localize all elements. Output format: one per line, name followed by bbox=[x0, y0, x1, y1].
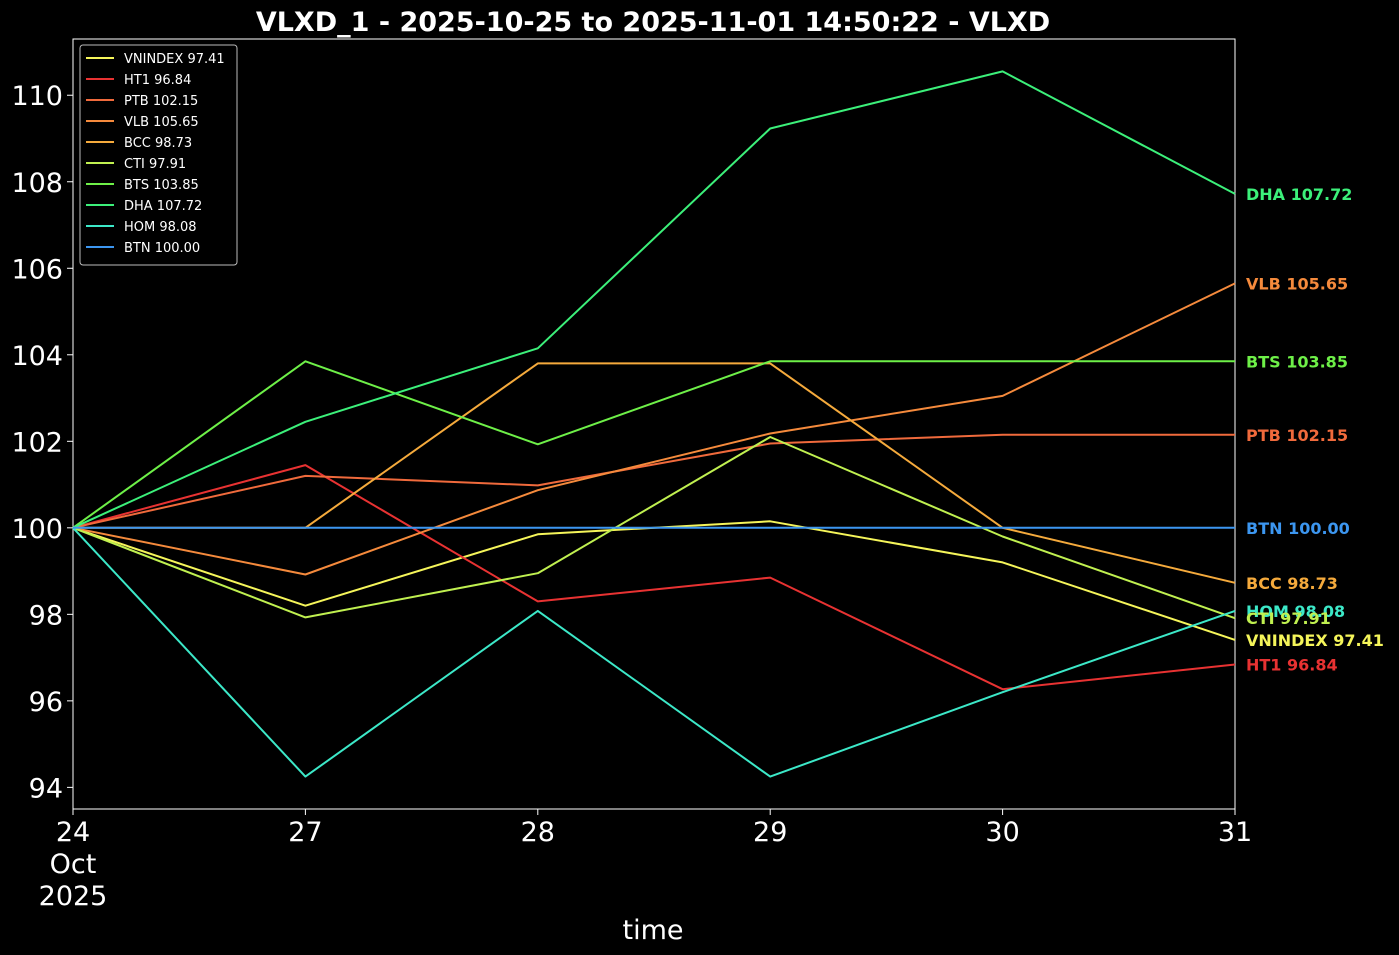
legend: VNINDEX 97.41 HT1 96.84 PTB 102.15 VLB 105.… bbox=[79, 44, 238, 266]
legend-entry: VLB 105.65 bbox=[124, 115, 199, 130]
end-label: HT1 96.84 bbox=[1246, 656, 1338, 675]
x-tick-label: 24 Oct 2025 bbox=[39, 817, 108, 912]
series-line-dha bbox=[72, 70, 1236, 529]
series-line-vlb bbox=[72, 282, 1236, 576]
y-axis: 94 96 98 100 102 104 106 108 110 bbox=[11, 81, 73, 804]
y-tick-label: 106 bbox=[11, 254, 63, 285]
series-line-bcc bbox=[73, 362, 1236, 584]
end-label: VNINDEX 97.41 bbox=[1246, 631, 1384, 650]
x-tick-label: 30 bbox=[985, 817, 1019, 848]
x-tick-label: 31 bbox=[1218, 817, 1252, 848]
end-label: CTI 97.91 bbox=[1246, 609, 1331, 628]
y-tick-label: 104 bbox=[11, 341, 63, 372]
end-label: DHA 107.72 bbox=[1246, 185, 1352, 204]
plot-area bbox=[72, 38, 1236, 810]
legend-box bbox=[79, 44, 238, 266]
series-lines bbox=[72, 70, 1236, 778]
x-tick-label: 29 bbox=[753, 817, 787, 848]
legend-entry: VNINDEX 97.41 bbox=[124, 52, 225, 67]
x-tick-label: 28 bbox=[521, 817, 555, 848]
end-label: HOM 98.08 bbox=[1246, 602, 1345, 621]
y-tick-label: 100 bbox=[11, 514, 63, 545]
end-label: BCC 98.73 bbox=[1246, 574, 1338, 593]
series-line-cti bbox=[72, 436, 1236, 620]
y-tick-label: 108 bbox=[11, 168, 63, 199]
x-axis: 24 Oct 2025 27 28 29 30 31 bbox=[39, 809, 1252, 912]
series-line-ht1 bbox=[72, 464, 1236, 691]
x-axis-label: time bbox=[622, 915, 683, 946]
end-label: BTS 103.85 bbox=[1246, 352, 1348, 371]
end-label: VLB 105.65 bbox=[1246, 274, 1348, 293]
y-tick-label: 98 bbox=[29, 600, 63, 631]
legend-entry: BCC 98.73 bbox=[124, 136, 192, 151]
legend-entry: HT1 96.84 bbox=[124, 73, 191, 88]
legend-entry: BTN 100.00 bbox=[124, 241, 200, 256]
y-tick-label: 102 bbox=[11, 427, 63, 458]
y-tick-label: 96 bbox=[29, 687, 63, 718]
series-line-hom bbox=[72, 527, 1236, 778]
series-line-vnindex bbox=[72, 520, 1236, 641]
legend-entry: CTI 97.91 bbox=[124, 157, 186, 172]
end-label: PTB 102.15 bbox=[1246, 426, 1348, 445]
legend-entry: PTB 102.15 bbox=[124, 94, 198, 109]
end-label: BTN 100.00 bbox=[1246, 519, 1350, 538]
legend-entry: DHA 107.72 bbox=[124, 199, 202, 214]
y-tick-label: 94 bbox=[29, 773, 63, 804]
y-tick-label: 110 bbox=[11, 81, 63, 112]
legend-entry: HOM 98.08 bbox=[124, 220, 197, 235]
x-tick-label: 27 bbox=[288, 817, 322, 848]
legend-entry: BTS 103.85 bbox=[124, 178, 199, 193]
chart-title: VLXD_1 - 2025-10-25 to 2025-11-01 14:50:… bbox=[256, 7, 1050, 38]
series-line-bts bbox=[72, 360, 1235, 529]
end-labels: DHA 107.72 VLB 105.65 BTS 103.85 PTB 102.15… bbox=[1246, 185, 1384, 675]
series-line-ptb bbox=[72, 433, 1235, 529]
